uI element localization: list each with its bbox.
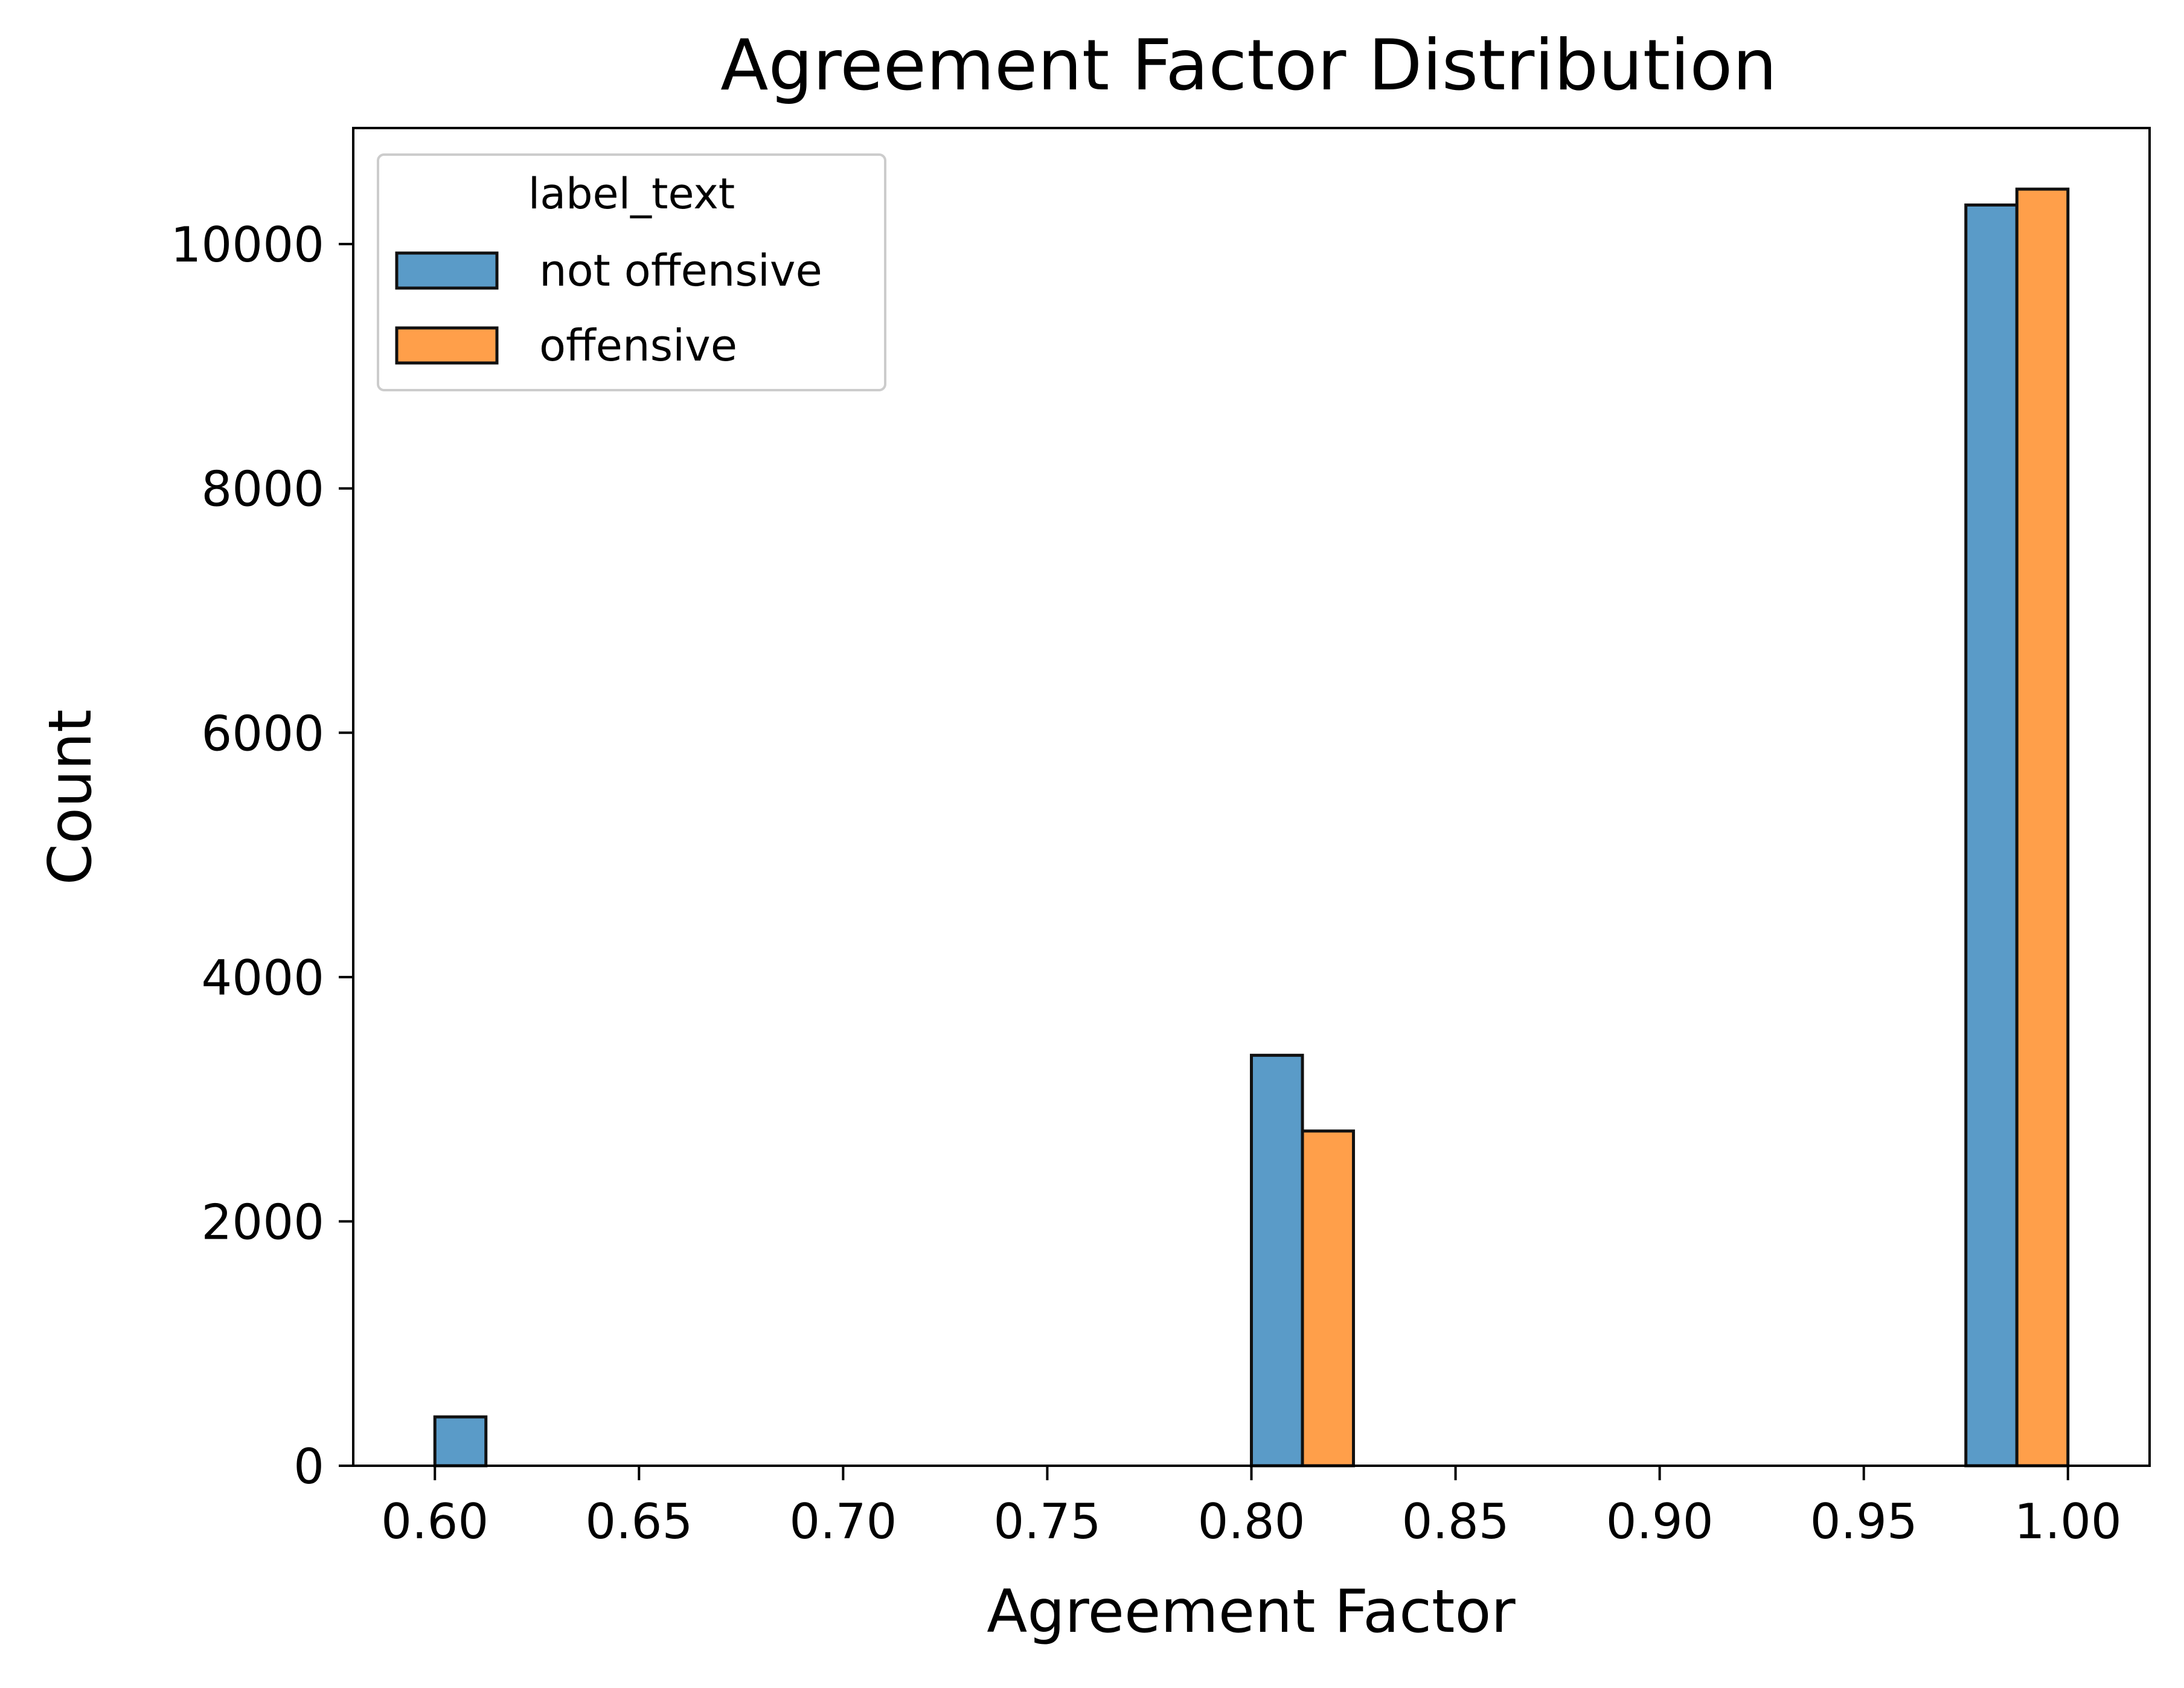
y-tick-label: 10000 <box>171 217 325 273</box>
x-tick-label: 0.80 <box>1197 1494 1305 1550</box>
x-tick-label: 0.95 <box>1810 1494 1918 1550</box>
x-tick-label: 0.65 <box>585 1494 693 1550</box>
x-tick-label: 0.75 <box>993 1494 1101 1550</box>
x-tick-label: 1.00 <box>2014 1494 2122 1550</box>
y-tick-label: 6000 <box>201 705 324 762</box>
legend-title: label_text <box>528 169 735 219</box>
y-tick-label: 8000 <box>201 461 324 518</box>
x-tick-label: 0.60 <box>381 1494 488 1550</box>
x-tick-label: 0.70 <box>789 1494 897 1550</box>
bars-layer <box>433 187 2070 1468</box>
legend-swatch <box>395 326 499 365</box>
legend: label_text not offensive offensive <box>377 153 886 391</box>
bar-series-1 <box>1964 203 2019 1468</box>
x-tick-label: 0.90 <box>1606 1494 1714 1550</box>
legend-label: not offensive <box>539 245 822 296</box>
bar-series-2 <box>2015 187 2070 1468</box>
x-axis-label: Agreement Factor <box>987 1577 1516 1646</box>
bar-series-1 <box>1250 1053 1304 1468</box>
chart-title: Agreement Factor Distribution <box>720 25 1777 106</box>
legend-label: offensive <box>539 320 737 371</box>
y-axis-label: Count <box>36 709 105 885</box>
legend-items: not offensive offensive <box>395 245 822 371</box>
legend-swatch <box>395 251 499 290</box>
legend-box <box>377 153 886 391</box>
ticks-layer: 0.60 0.65 0.70 0.75 0.80 0.85 0.90 0.95 1.00 0 200… <box>171 217 2122 1550</box>
y-tick-label: 4000 <box>201 950 324 1006</box>
bar-series-1 <box>433 1415 488 1468</box>
plot-frame <box>352 127 2151 1467</box>
bar-series-2 <box>1301 1129 1356 1468</box>
y-tick-label: 2000 <box>201 1194 324 1250</box>
x-tick-label: 0.85 <box>1402 1494 1510 1550</box>
y-tick-label: 0 <box>293 1439 324 1495</box>
